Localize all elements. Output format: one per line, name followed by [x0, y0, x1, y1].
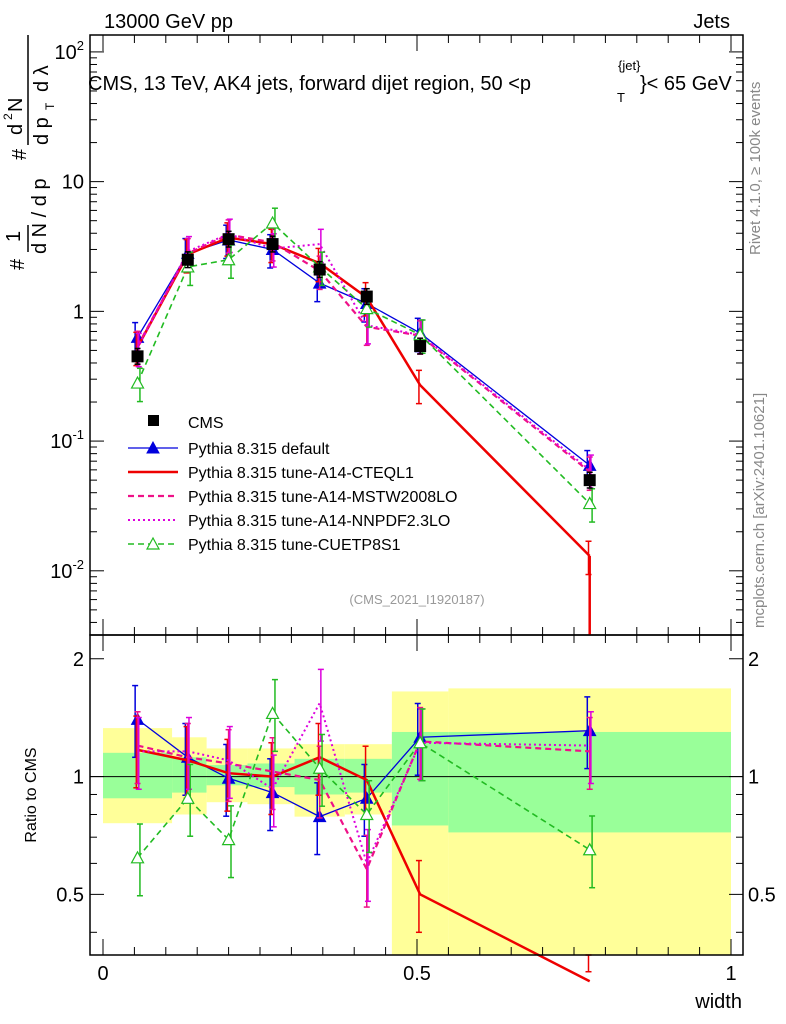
title-sup: {jet}: [618, 58, 641, 73]
series-line: [136, 232, 591, 471]
title-sub: T: [617, 90, 625, 105]
series-marker: [265, 706, 280, 720]
series-marker: [130, 850, 145, 864]
svg-text:d: d: [5, 124, 27, 135]
series-line: [136, 233, 591, 473]
svg-text:T: T: [43, 102, 57, 110]
svg-text:N: N: [5, 98, 27, 112]
series-marker: [221, 252, 236, 266]
svg-text:d N / d p: d N / d p: [29, 178, 51, 254]
legend-label-cms: CMS: [188, 415, 224, 432]
top-ylabel: # 1 d N / d p # d 2 N d p T d λ: [1, 35, 57, 270]
header-left: 13000 GeV pp: [104, 11, 233, 33]
band-inner: [344, 758, 392, 793]
title-prefix: CMS, 13 TeV, AK4 jets, forward dijet reg…: [88, 73, 531, 95]
series-marker: [582, 496, 597, 510]
main-x-axis-ticks: [102, 35, 732, 635]
y-tick-label: 1: [73, 301, 84, 323]
cms-data-point: [583, 474, 596, 487]
y-tick-label: 10-1: [50, 427, 84, 453]
cms-data-point: [131, 350, 144, 363]
cms-data-point: [360, 290, 373, 303]
cms-data-points: [131, 230, 596, 489]
main-plot-panel: 10-2 10-1 1 10 102 CMS, 13 TeV, AK4 jets, fo…: [50, 34, 744, 636]
y-tick-label: 2: [73, 649, 84, 671]
main-y-axis: 10-2 10-1 1 10 102: [50, 38, 743, 623]
x-tick-label: 1: [725, 963, 736, 985]
svg-text:CMS, 13 TeV, AK4 jets, forward: CMS, 13 TeV, AK4 jets, forward dijet reg…: [88, 73, 531, 95]
series-marker: [145, 536, 161, 550]
y-tick-label: 1: [73, 767, 84, 789]
legend-label-3: Pythia 8.315 tune-A14-NNPDF2.3LO: [188, 513, 450, 530]
series-marker: [582, 842, 597, 856]
series-marker: [359, 807, 374, 821]
y-tick-label: 102: [55, 38, 84, 64]
y-tick-label: 10-2: [50, 557, 84, 583]
ratio-series-2: [134, 706, 593, 908]
series-marker: [180, 791, 195, 804]
rivet-version-label: Rivet 4.1.0, ≥ 100k events: [747, 82, 764, 255]
ratio-series-line: [137, 748, 591, 983]
x-tick-label: 0: [97, 963, 108, 985]
cms-data-point: [222, 233, 235, 246]
title-suffix: }< 65 GeV: [640, 73, 732, 95]
series-marker: [359, 301, 374, 315]
ratio-series-line: [137, 740, 590, 872]
series-marker: [130, 375, 145, 389]
plot-title: CMS, 13 TeV, AK4 jets, forward dijet reg…: [88, 58, 732, 105]
analysis-watermark: (CMS_2021_I1920187): [349, 592, 484, 607]
y-tick-label-right: 1: [748, 767, 759, 789]
series-marker: [312, 761, 327, 774]
x-axis: 0 0.5 1: [97, 635, 737, 985]
legend: CMS Pythia 8.315 default Pythia 8.315 tun…: [128, 415, 457, 554]
ratio-series-line: [137, 718, 590, 818]
ratio-plot-panel: 0.5 0.51 12 2 0 0.5 1 Ratio to CMS width: [23, 634, 776, 1013]
y-tick-label-right: 0.5: [748, 884, 776, 906]
svg-text:1: 1: [3, 231, 25, 242]
svg-text:2: 2: [1, 113, 15, 120]
x-axis-label: width: [694, 991, 742, 1013]
series-marker: [413, 735, 428, 749]
legend-label-2: Pythia 8.315 tune-A14-MSTW2008LO: [188, 489, 457, 506]
svg-text:#: #: [9, 148, 31, 160]
ratio-series-3: [135, 668, 594, 903]
ratio-series-4: [130, 678, 597, 897]
cms-data-point: [266, 238, 279, 251]
svg-text:#: #: [7, 258, 29, 270]
cms-data-point: [313, 263, 326, 276]
svg-text:d p: d p: [31, 117, 53, 145]
series-marker: [265, 215, 280, 229]
ratio-ylabel: Ratio to CMS: [23, 747, 40, 842]
series-line: [136, 221, 591, 505]
series-line: [136, 236, 591, 557]
series-marker: [146, 440, 160, 454]
series-marker: [221, 832, 236, 846]
y-tick-label: 0.5: [56, 884, 84, 906]
svg-text:d λ: d λ: [31, 65, 53, 92]
y-tick-label-right: 2: [748, 649, 759, 671]
cms-data-point: [181, 253, 194, 266]
mcplots-label: mcplots.cern.ch [arXiv:2401.10621]: [751, 393, 768, 628]
header-right: Jets: [693, 11, 730, 33]
y-tick-label: 10: [62, 172, 84, 194]
legend-label-1: Pythia 8.315 tune-A14-CTEQL1: [188, 465, 414, 482]
ratio-y-axis: 0.5 0.5 1 1 2 2: [56, 649, 776, 933]
legend-label-0: Pythia 8.315 default: [188, 441, 330, 458]
ratio-series-line: [136, 711, 591, 859]
cms-data-point: [414, 340, 427, 353]
legend-label-4: Pythia 8.315 tune-CUETP8S1: [188, 537, 401, 554]
x-tick-label: 0.5: [403, 963, 431, 985]
legend-marker-cms: [148, 415, 159, 426]
